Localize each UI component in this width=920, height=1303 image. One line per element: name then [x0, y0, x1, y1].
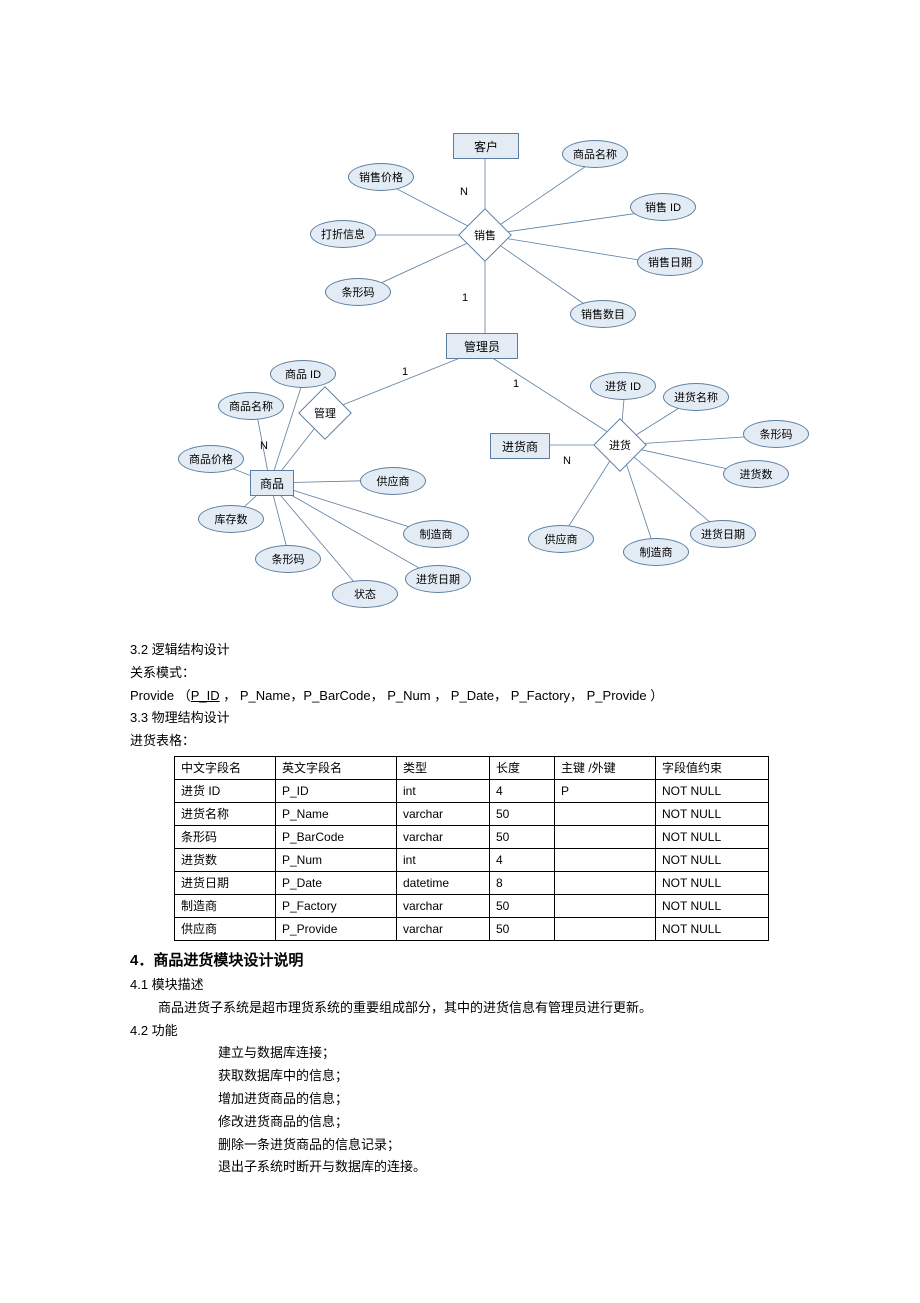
card-n3: N: [563, 455, 571, 467]
purchase-table-label: 进货表格：: [130, 731, 790, 752]
func-item: 增加进货商品的信息；: [218, 1089, 790, 1110]
table-row: 进货 IDP_IDint4PNOT NULL: [175, 779, 769, 802]
attr-product-price: 商品价格: [178, 445, 244, 473]
attr-supplier1: 供应商: [360, 467, 426, 495]
heading-3-3: 3.3 物理结构设计: [130, 708, 790, 729]
attr-product-name2: 商品名称: [218, 392, 284, 420]
attr-barcode3: 条形码: [743, 420, 809, 448]
th-key: 主键 /外键: [555, 756, 656, 779]
th-type: 类型: [397, 756, 490, 779]
th-constraint: 字段值约束: [656, 756, 769, 779]
entity-product: 商品: [250, 470, 294, 496]
attr-status: 状态: [332, 580, 398, 608]
attr-purchase-name: 进货名称: [663, 383, 729, 411]
card-n1: N: [460, 186, 468, 198]
table-row: 制造商P_Factoryvarchar50NOT NULL: [175, 894, 769, 917]
s41-body: 商品进货子系统是超市理货系统的重要组成部分，其中的进货信息有管理员进行更新。: [158, 998, 790, 1019]
entity-admin: 管理员: [446, 333, 518, 359]
func-item: 获取数据库中的信息；: [218, 1066, 790, 1087]
heading-3-2: 3.2 逻辑结构设计: [130, 640, 790, 661]
card-n2: N: [260, 440, 268, 452]
table-row: 进货数P_Numint4NOT NULL: [175, 848, 769, 871]
attr-purchase-date3: 进货日期: [690, 520, 756, 548]
attr-product-name1: 商品名称: [562, 140, 628, 168]
table-row: 条形码P_BarCodevarchar50NOT NULL: [175, 825, 769, 848]
relation-sale: 销售: [460, 210, 510, 260]
attr-purchase-id: 进货 ID: [590, 372, 656, 400]
relation-label: 关系模式：: [130, 663, 790, 684]
attr-sale-price: 销售价格: [348, 163, 414, 191]
card-1a: 1: [462, 292, 468, 304]
relation-manage: 管理: [300, 388, 350, 438]
entity-supplier: 进货商: [490, 433, 550, 459]
attr-barcode1: 条形码: [325, 278, 391, 306]
entity-customer: 客户: [453, 133, 519, 159]
attr-sale-id: 销售 ID: [630, 193, 696, 221]
attr-purchase-qty: 进货数: [723, 460, 789, 488]
th-en: 英文字段名: [276, 756, 397, 779]
heading-4-1: 4.1 模块描述: [130, 975, 790, 996]
er-diagram: 客户 管理员 商品 进货商 销售 管理 进货 N 1 1 1 N N 销售价格 …: [150, 120, 810, 620]
attr-barcode2: 条形码: [255, 545, 321, 573]
func-item: 建立与数据库连接；: [218, 1043, 790, 1064]
attr-stock: 库存数: [198, 505, 264, 533]
heading-4: 4．商品进货模块设计说明: [130, 949, 790, 973]
table-header-row: 中文字段名 英文字段名 类型 长度 主键 /外键 字段值约束: [175, 756, 769, 779]
relation-purchase: 进货: [595, 420, 645, 470]
attr-product-id: 商品 ID: [270, 360, 336, 388]
purchase-table: 中文字段名 英文字段名 类型 长度 主键 /外键 字段值约束 进货 IDP_ID…: [174, 756, 769, 941]
attr-sale-qty: 销售数目: [570, 300, 636, 328]
table-row: 供应商P_Providevarchar50NOT NULL: [175, 917, 769, 940]
th-len: 长度: [490, 756, 555, 779]
attr-purchase-date2: 进货日期: [405, 565, 471, 593]
table-row: 进货日期P_Datedatetime8NOT NULL: [175, 871, 769, 894]
card-1c: 1: [513, 378, 519, 390]
attr-discount: 打折信息: [310, 220, 376, 248]
page: 客户 管理员 商品 进货商 销售 管理 进货 N 1 1 1 N N 销售价格 …: [0, 0, 920, 1260]
th-cn: 中文字段名: [175, 756, 276, 779]
func-item: 修改进货商品的信息；: [218, 1112, 790, 1133]
func-item: 删除一条进货商品的信息记录；: [218, 1135, 790, 1156]
attr-supplier2: 供应商: [528, 525, 594, 553]
heading-4-2: 4.2 功能: [130, 1021, 790, 1042]
func-item: 退出子系统时断开与数据库的连接。: [218, 1157, 790, 1178]
attr-manufacturer1: 制造商: [403, 520, 469, 548]
attr-manufacturer2: 制造商: [623, 538, 689, 566]
provide-line: Provide （P_ID ， P_Name，P_BarCode， P_Num …: [130, 686, 790, 707]
card-1b: 1: [402, 366, 408, 378]
attr-sale-date: 销售日期: [637, 248, 703, 276]
table-row: 进货名称P_Namevarchar50NOT NULL: [175, 802, 769, 825]
